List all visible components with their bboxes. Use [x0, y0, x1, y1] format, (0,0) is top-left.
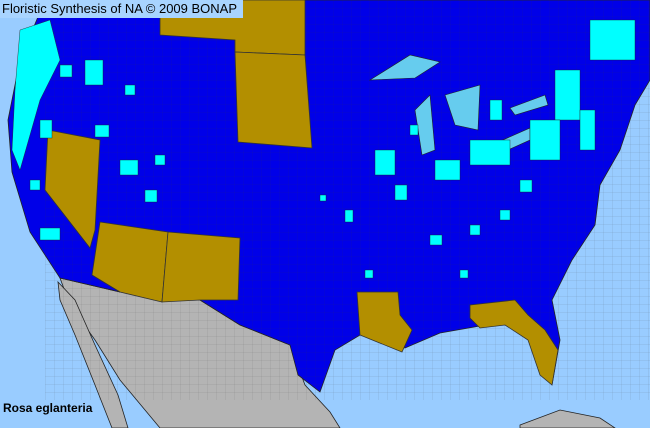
- county-record: [154, 154, 166, 166]
- county-record: [519, 179, 533, 193]
- county-record: [374, 149, 396, 176]
- county-record: [94, 124, 110, 138]
- lake-superior: [368, 54, 441, 81]
- county-record: [429, 234, 443, 246]
- county-record: [59, 64, 73, 78]
- county-record: [364, 269, 374, 279]
- state-dakotas: [234, 51, 313, 149]
- county-record: [394, 184, 408, 201]
- county-record: [39, 227, 61, 241]
- county-record: [529, 119, 561, 161]
- map-title: Floristic Synthesis of NA © 2009 BONAP: [0, 0, 244, 18]
- county-record: [319, 194, 327, 202]
- state-arizona: [91, 221, 169, 303]
- species-name: Rosa eglanteria: [3, 401, 93, 415]
- county-record: [469, 224, 481, 236]
- state-louisiana: [356, 291, 413, 353]
- county-record: [489, 99, 503, 121]
- county-record: [119, 159, 139, 176]
- county-grid: [45, 0, 650, 400]
- county-record: [124, 84, 136, 96]
- county-record: [144, 189, 158, 203]
- county-record: [434, 159, 461, 181]
- county-record: [554, 69, 581, 121]
- county-record: [39, 119, 53, 139]
- county-records: [11, 19, 636, 279]
- state-florida: [469, 299, 559, 386]
- county-record: [499, 209, 511, 221]
- county-record: [579, 109, 596, 151]
- county-record: [469, 139, 511, 166]
- county-record: [459, 269, 469, 279]
- state-new-mexico: [161, 231, 241, 303]
- county-record: [344, 209, 354, 223]
- great-lakes: [368, 54, 549, 159]
- absent-states: [44, 0, 559, 386]
- state-nevada: [44, 129, 101, 249]
- county-record: [11, 19, 61, 171]
- county-record: [29, 179, 41, 191]
- lake-ontario: [509, 94, 549, 116]
- lake-huron: [444, 84, 481, 131]
- county-record: [84, 59, 104, 86]
- lake-michigan: [414, 94, 436, 156]
- county-record: [589, 19, 636, 61]
- county-record: [409, 124, 419, 136]
